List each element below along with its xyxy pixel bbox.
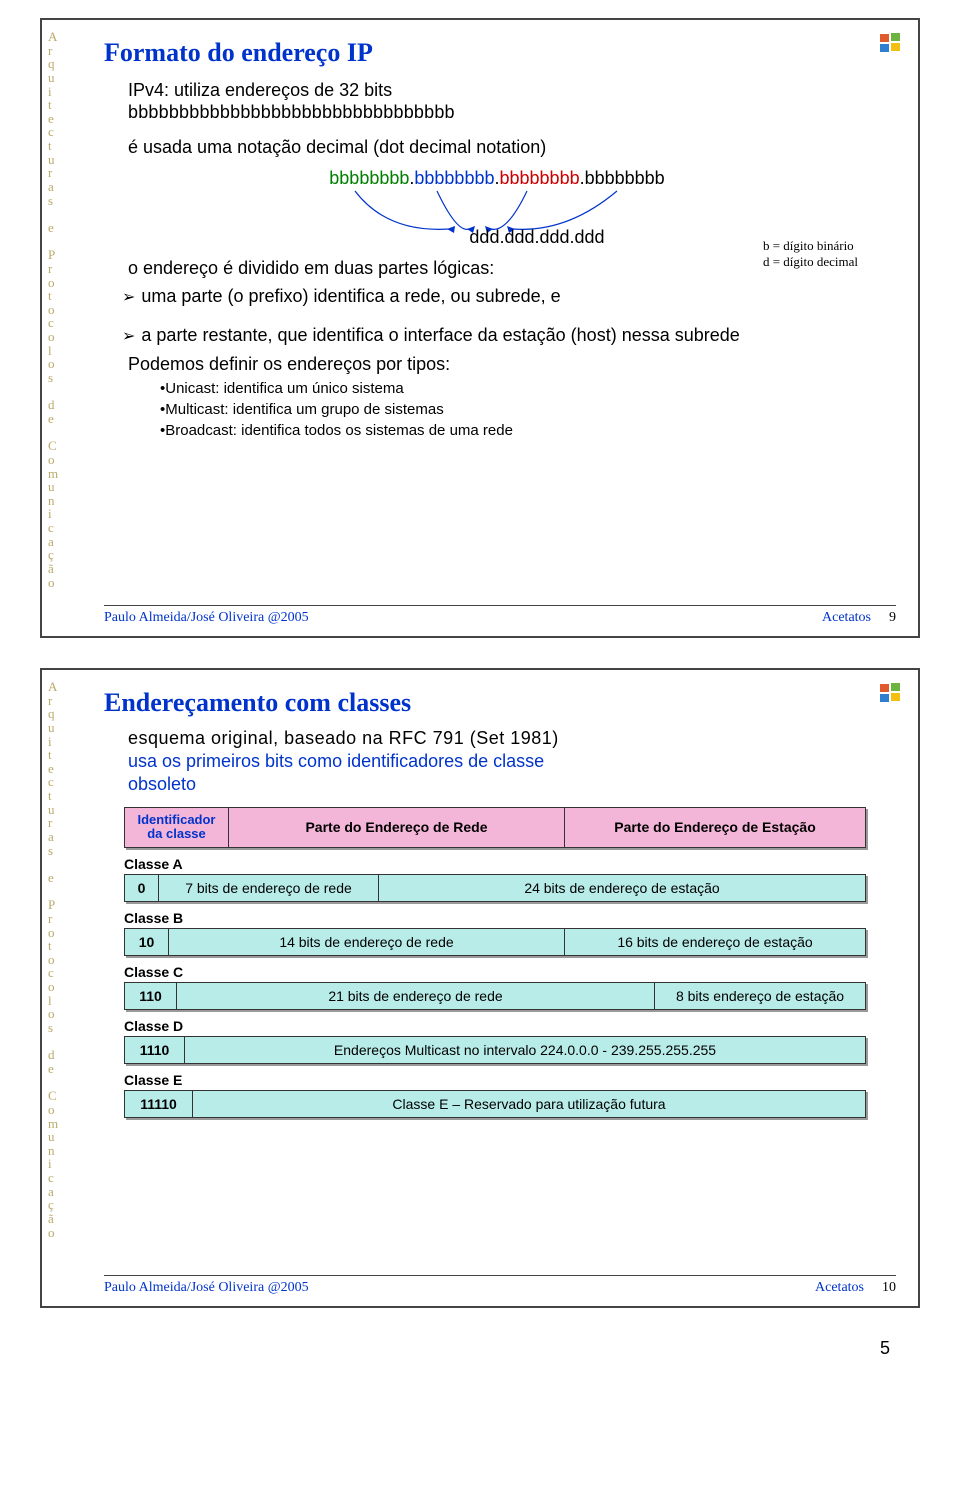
arrow-prefix: uma parte (o prefixo) identifica a rede,… <box>144 286 890 307</box>
slide-footer: Paulo Almeida/José Oliveira @2005 Acetat… <box>104 1275 896 1296</box>
row-class-c: 110 21 bits de endereço de rede 8 bits e… <box>124 982 866 1010</box>
sta-c: 8 bits endereço de estação <box>655 983 865 1009</box>
prefix-a: 0 <box>125 875 159 901</box>
slide-footer: Paulo Almeida/José Oliveira @2005 Acetat… <box>104 605 896 626</box>
sta-b: 16 bits de endereço de estação <box>565 929 865 955</box>
footer-acetatos: Acetatos <box>822 610 871 625</box>
footer-author: Paulo Almeida/José Oliveira @2005 <box>104 1280 309 1296</box>
net-c: 21 bits de endereço de rede <box>177 983 655 1009</box>
bullet-multicast: •Multicast: identifica um grupo de siste… <box>160 401 890 418</box>
row-class-a: 0 7 bits de endereço de rede 24 bits de … <box>124 874 866 902</box>
legend-b: b = dígito binário <box>763 238 858 254</box>
text-notation: é usada uma notação decimal (dot decimal… <box>128 135 890 159</box>
net-a: 7 bits de endereço de rede <box>159 875 379 901</box>
text-ipv4: IPv4: utiliza endereços de 32 bits <box>128 78 890 102</box>
byte-2: bbbbbbbb <box>414 168 494 188</box>
byte-3: bbbbbbbb <box>500 168 580 188</box>
text-bits: bbbbbbbbbbbbbbbbbbbbbbbbbbbbbbbb <box>128 102 890 123</box>
side-label-vertical: A r q u i t e c t u r a s e P r o t o c … <box>48 680 94 1239</box>
legend-box: b = dígito binário d = dígito decimal <box>763 238 858 269</box>
text-obsoleto: obsoleto <box>128 774 890 795</box>
slide-title: Formato do endereço IP <box>104 38 890 68</box>
footer-acetatos: Acetatos <box>815 1280 864 1295</box>
windows-icon <box>878 30 904 56</box>
label-class-e: Classe E <box>124 1072 864 1088</box>
document-page-number: 5 <box>0 1338 890 1359</box>
full-e: Classe E – Reservado para utilização fut… <box>193 1091 865 1117</box>
bullet-unicast: •Unicast: identifica um único sistema <box>160 380 890 397</box>
hdr-net: Parte do Endereço de Rede <box>229 808 565 847</box>
label-class-b: Classe B <box>124 910 864 926</box>
label-class-a: Classe A <box>124 856 864 872</box>
sta-a: 24 bits de endereço de estação <box>379 875 865 901</box>
byte-row: bbbbbbbb.bbbbbbbb.bbbbbbbb.bbbbbbbb <box>104 168 890 189</box>
table-header-row: Identificador da classe Parte do Endereç… <box>124 807 866 848</box>
class-table: Identificador da classe Parte do Endereç… <box>124 807 864 1118</box>
row-class-d: 1110 Endereços Multicast no intervalo 22… <box>124 1036 866 1064</box>
label-class-c: Classe C <box>124 964 864 980</box>
slide-1: A r q u i t e c t u r a s e P r o t o c … <box>40 18 920 638</box>
bullet-broadcast: •Broadcast: identifica todos os sistemas… <box>160 422 890 439</box>
prefix-b: 10 <box>125 929 169 955</box>
slide-title: Endereçamento com classes <box>104 688 890 718</box>
text-rfc: esquema original, baseado na RFC 791 (Se… <box>128 728 890 749</box>
footer-page: 10 <box>882 1280 896 1295</box>
text-podemos: Podemos definir os endereços por tipos: <box>128 352 890 376</box>
side-label-vertical: A r q u i t e c t u r a s e P r o t o c … <box>48 30 94 589</box>
text-classe-id: usa os primeiros bits como identificador… <box>128 751 890 772</box>
footer-page: 9 <box>889 610 896 625</box>
net-b: 14 bits de endereço de rede <box>169 929 565 955</box>
prefix-c: 110 <box>125 983 177 1009</box>
full-d: Endereços Multicast no intervalo 224.0.0… <box>185 1037 865 1063</box>
byte-1: bbbbbbbb <box>329 168 409 188</box>
row-class-b: 10 14 bits de endereço de rede 16 bits d… <box>124 928 866 956</box>
hdr-id: Identificador da classe <box>125 808 229 847</box>
slide-2: A r q u i t e c t u r a s e P r o t o c … <box>40 668 920 1308</box>
prefix-d: 1110 <box>125 1037 185 1063</box>
footer-author: Paulo Almeida/José Oliveira @2005 <box>104 610 309 626</box>
label-class-d: Classe D <box>124 1018 864 1034</box>
hdr-sta: Parte do Endereço de Estação <box>565 808 865 847</box>
windows-icon <box>878 680 904 706</box>
prefix-e: 11110 <box>125 1091 193 1117</box>
row-class-e: 11110 Classe E – Reservado para utilizaç… <box>124 1090 866 1118</box>
legend-d: d = dígito decimal <box>763 254 858 270</box>
byte-4: bbbbbbbb <box>585 168 665 188</box>
arrow-host: a parte restante, que identifica o inter… <box>144 325 890 346</box>
